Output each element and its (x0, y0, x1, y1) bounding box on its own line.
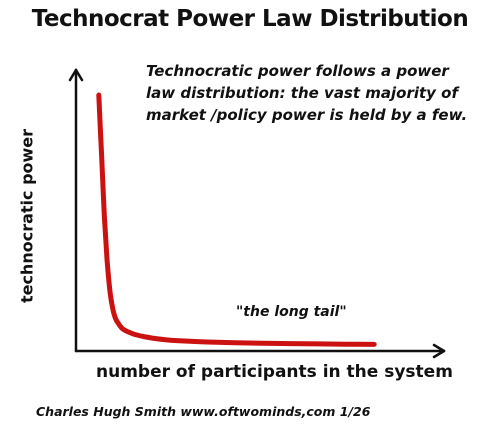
y-axis-arrow-right (74, 68, 84, 82)
long-tail-label: "the long tail" (236, 304, 347, 320)
annotation-line-3: market /policy power is held by a few. (146, 106, 468, 124)
x-axis-arrow-top (432, 343, 446, 353)
y-axis-label: technocratic power (17, 128, 37, 304)
chart-annotation: Technocratic power follows a power law d… (146, 60, 468, 126)
annotation-line-2: law distribution: the vast majority of (146, 84, 458, 102)
x-axis-label: number of participants in the system (96, 362, 453, 382)
y-axis-arrow-left (68, 68, 78, 82)
annotation-line-1: Technocratic power follows a power (146, 62, 449, 80)
series-group (96, 92, 377, 347)
chart-title: Technocrat Power Law Distribution (31, 6, 469, 32)
x-axis-arrow-bottom (432, 349, 446, 359)
power-law-curve-0 (96, 92, 377, 347)
footer-credit: Charles Hugh Smith www.oftwominds,com 1/… (36, 404, 371, 419)
axes-group (68, 68, 446, 359)
